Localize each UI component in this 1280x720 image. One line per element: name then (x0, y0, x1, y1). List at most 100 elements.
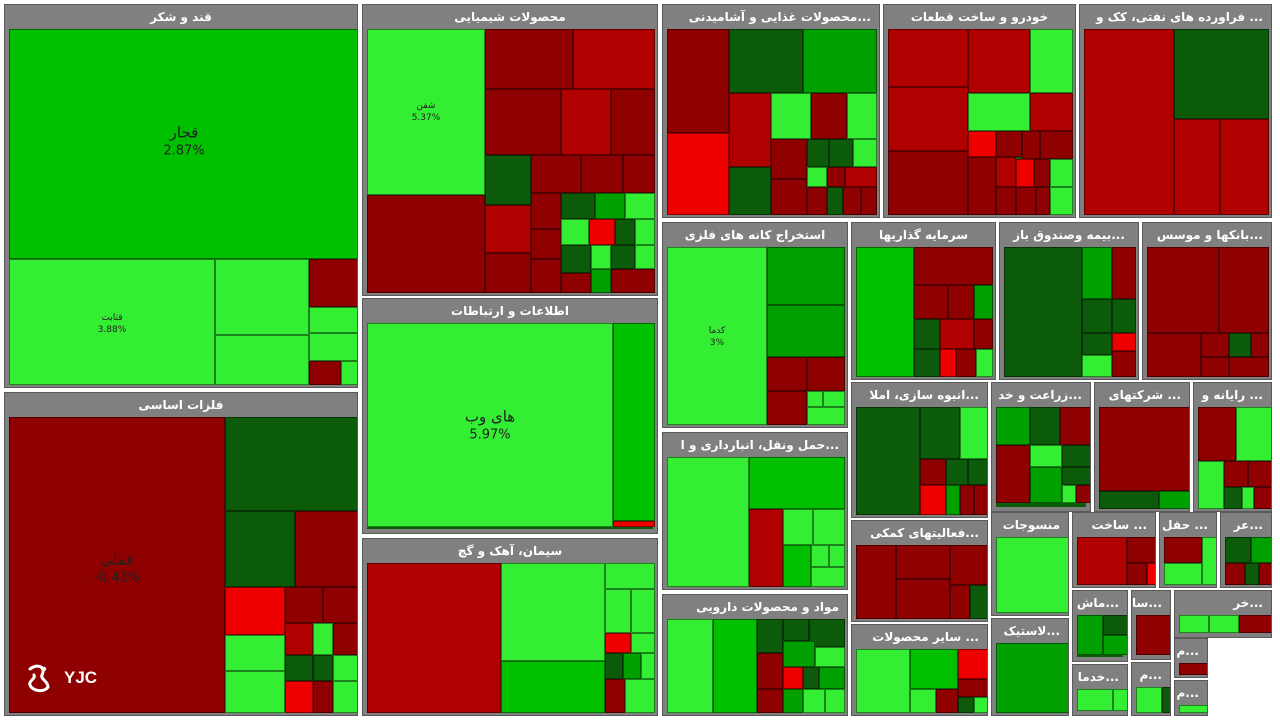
stock-cell[interactable] (968, 93, 1030, 131)
stock-cell[interactable] (856, 545, 896, 619)
sector-11[interactable]: ...بانکها و موسس (1142, 222, 1272, 380)
stock-cell[interactable] (1164, 537, 1202, 563)
stock-cell[interactable] (313, 623, 333, 655)
stock-cell[interactable] (1201, 333, 1229, 357)
stock-cell[interactable] (1082, 247, 1112, 299)
stock-cell[interactable] (485, 155, 531, 205)
stock-cell[interactable] (561, 245, 591, 273)
stock-cell[interactable] (807, 407, 845, 425)
stock-cell[interactable] (313, 681, 333, 713)
stock-cell[interactable] (996, 537, 1068, 613)
stock-cell[interactable] (950, 545, 987, 585)
stock-cell[interactable] (1127, 537, 1155, 563)
stock-cell[interactable] (625, 679, 655, 713)
stock-cell[interactable] (996, 157, 1016, 187)
stock-cell[interactable] (1112, 299, 1136, 333)
stock-cell[interactable] (1164, 563, 1202, 585)
stock-cell[interactable] (950, 585, 970, 619)
stock-cell[interactable] (625, 193, 655, 219)
stock-cell[interactable] (1220, 119, 1269, 215)
stock-cell[interactable] (1251, 333, 1269, 357)
stock-cell[interactable] (1060, 407, 1090, 445)
stock-cell[interactable] (914, 285, 948, 319)
stock-cell[interactable] (605, 563, 655, 589)
sector-17[interactable]: ...فعالیتهای کمکی (851, 520, 988, 622)
stock-cell[interactable] (1022, 131, 1040, 159)
stock-cell[interactable] (561, 273, 591, 293)
stock-cell[interactable] (968, 157, 996, 215)
stock-cell[interactable] (813, 509, 845, 545)
stock-cell[interactable] (783, 667, 803, 689)
stock-cell[interactable] (605, 653, 623, 679)
stock-cell[interactable] (996, 187, 1016, 215)
stock-cell[interactable] (215, 335, 309, 385)
stock-cell[interactable] (829, 545, 845, 567)
stock-cell[interactable] (561, 193, 595, 219)
stock-cell[interactable] (827, 167, 845, 187)
sector-27[interactable]: ...خر (1174, 590, 1272, 638)
sector-26[interactable]: ...سا (1131, 590, 1171, 660)
stock-cell[interactable] (667, 29, 729, 133)
stock-cell[interactable] (888, 87, 968, 151)
stock-cell[interactable] (996, 445, 1030, 503)
stock-cell[interactable] (1077, 537, 1127, 585)
stock-cell[interactable] (914, 349, 940, 377)
stock-cell[interactable] (485, 205, 531, 253)
stock-cell[interactable] (285, 655, 313, 681)
stock-cell[interactable] (631, 633, 655, 653)
stock-cell[interactable] (501, 661, 605, 713)
stock-cell[interactable] (1147, 563, 1155, 585)
sector-28[interactable]: ...م (1174, 638, 1208, 678)
stock-cell[interactable] (1162, 687, 1170, 713)
stock-cell[interactable] (920, 459, 946, 485)
stock-cell[interactable] (9, 417, 225, 713)
stock-cell[interactable] (309, 307, 357, 333)
stock-cell[interactable] (1030, 407, 1060, 445)
stock-cell[interactable] (1112, 333, 1136, 351)
stock-cell[interactable] (843, 187, 861, 215)
stock-cell[interactable] (1040, 131, 1073, 159)
sector-14[interactable]: ...زراعت و خد (991, 382, 1091, 512)
stock-cell[interactable] (960, 485, 974, 515)
stock-cell[interactable] (811, 567, 845, 587)
stock-cell[interactable] (531, 259, 561, 293)
stock-cell[interactable] (767, 357, 807, 391)
stock-cell[interactable] (783, 619, 809, 641)
stock-cell[interactable] (1113, 689, 1127, 711)
stock-cell[interactable] (807, 391, 823, 407)
stock-cell[interactable] (367, 563, 501, 713)
stock-cell[interactable] (974, 485, 987, 515)
stock-cell[interactable] (896, 545, 950, 579)
stock-cell[interactable] (1004, 247, 1082, 377)
stock-cell[interactable] (1224, 487, 1242, 509)
stock-cell[interactable] (1179, 615, 1209, 633)
stock-cell[interactable] (611, 245, 635, 269)
stock-cell[interactable] (783, 545, 811, 587)
stock-cell[interactable] (856, 649, 910, 713)
stock-cell[interactable] (1245, 563, 1259, 585)
stock-cell[interactable] (667, 247, 767, 425)
stock-cell[interactable] (896, 579, 950, 619)
sector-16[interactable]: ... رایانه و (1193, 382, 1272, 512)
stock-cell[interactable] (225, 635, 285, 671)
stock-cell[interactable] (333, 655, 357, 681)
stock-cell[interactable] (635, 245, 655, 269)
stock-cell[interactable] (667, 133, 729, 215)
stock-cell[interactable] (910, 689, 936, 713)
stock-cell[interactable] (1077, 689, 1113, 711)
stock-cell[interactable] (1224, 461, 1248, 487)
stock-cell[interactable] (803, 689, 825, 713)
sector-24[interactable]: ...لاستیک (991, 618, 1069, 716)
sector-20[interactable]: ... حقل (1159, 512, 1217, 588)
stock-cell[interactable] (783, 641, 815, 667)
stock-cell[interactable] (729, 29, 803, 93)
stock-cell[interactable] (285, 623, 313, 655)
sector-22[interactable]: مواد و محصولات دارویی (662, 594, 848, 716)
stock-cell[interactable] (803, 29, 877, 93)
stock-cell[interactable] (589, 219, 615, 245)
sector-13[interactable]: ...انبوه سازی، املا (851, 382, 988, 518)
sector-29[interactable]: ...خدما (1072, 664, 1128, 716)
stock-cell[interactable] (815, 647, 845, 667)
stock-cell[interactable] (757, 619, 783, 653)
stock-cell[interactable] (974, 697, 987, 713)
